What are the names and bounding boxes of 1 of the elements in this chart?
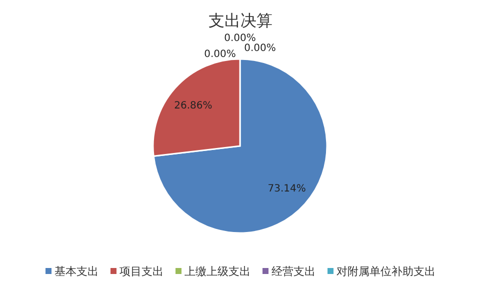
title: 支出决算: [208, 11, 272, 30]
